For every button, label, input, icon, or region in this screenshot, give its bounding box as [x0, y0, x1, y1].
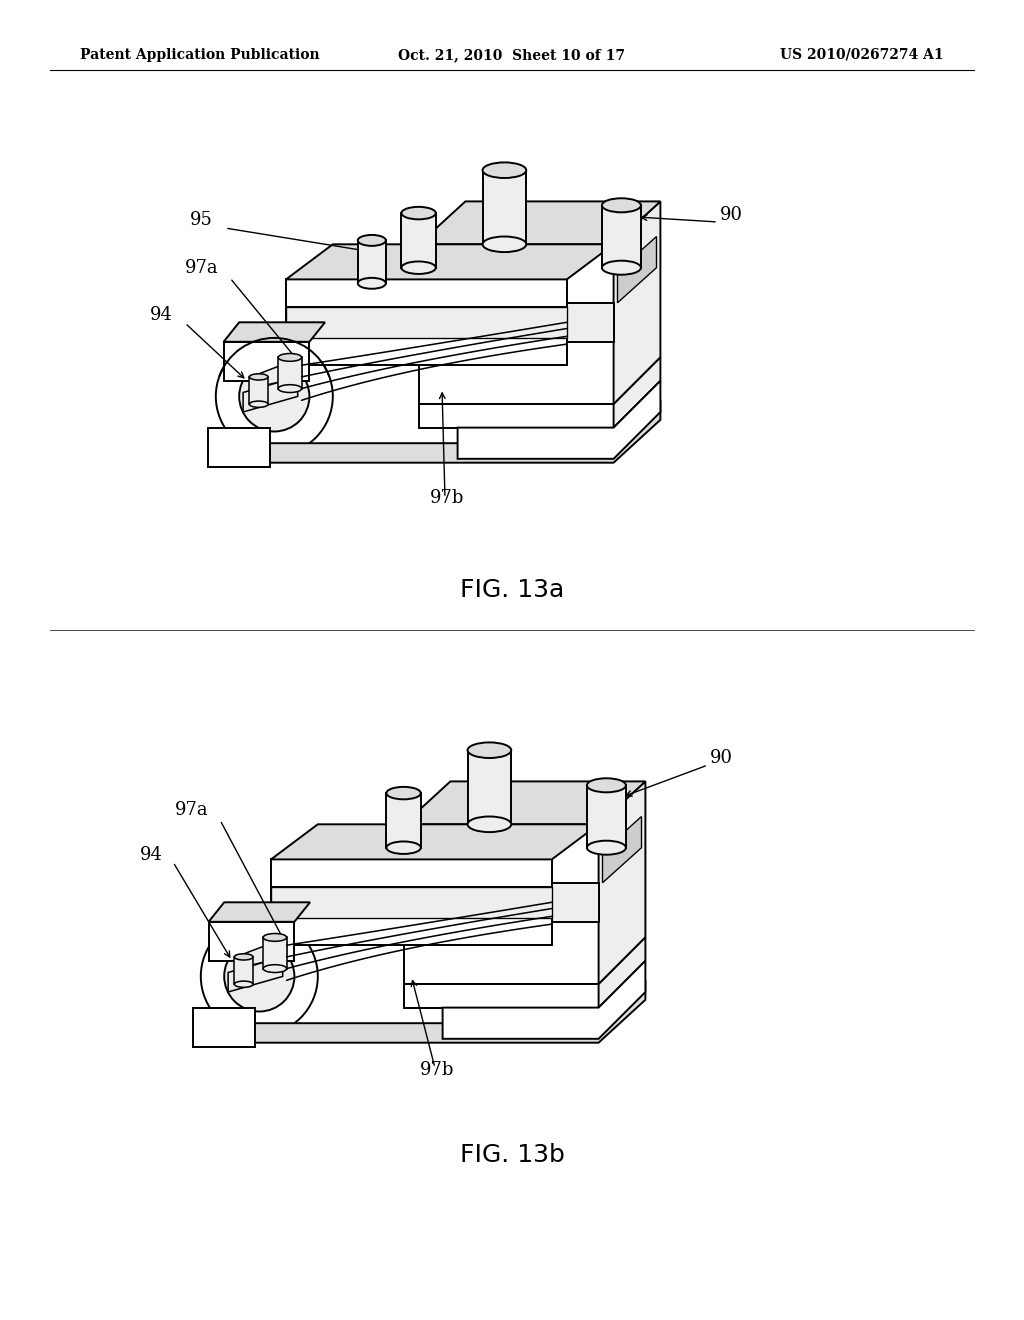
- Ellipse shape: [234, 954, 253, 960]
- Polygon shape: [613, 358, 660, 428]
- Polygon shape: [271, 887, 552, 917]
- Polygon shape: [223, 342, 309, 380]
- Polygon shape: [251, 358, 302, 388]
- Polygon shape: [286, 338, 567, 366]
- Ellipse shape: [234, 981, 253, 987]
- Polygon shape: [419, 244, 613, 404]
- Ellipse shape: [279, 384, 302, 392]
- Text: 90: 90: [710, 748, 733, 767]
- Polygon shape: [271, 859, 552, 887]
- Ellipse shape: [482, 162, 526, 178]
- Polygon shape: [286, 302, 613, 342]
- Ellipse shape: [279, 354, 302, 362]
- Polygon shape: [209, 903, 310, 921]
- Polygon shape: [249, 378, 268, 404]
- Text: Oct. 21, 2010  Sheet 10 of 17: Oct. 21, 2010 Sheet 10 of 17: [398, 48, 626, 62]
- Text: 97a: 97a: [175, 801, 209, 818]
- Polygon shape: [442, 961, 645, 1039]
- Polygon shape: [236, 937, 287, 969]
- Ellipse shape: [587, 779, 626, 792]
- Polygon shape: [243, 378, 298, 412]
- Text: US 2010/0267274 A1: US 2010/0267274 A1: [780, 48, 944, 62]
- Ellipse shape: [263, 965, 287, 973]
- Polygon shape: [223, 400, 660, 463]
- Polygon shape: [617, 236, 656, 302]
- Polygon shape: [357, 240, 386, 284]
- Polygon shape: [419, 404, 613, 428]
- Polygon shape: [286, 280, 567, 306]
- Polygon shape: [279, 358, 302, 388]
- Text: FIG. 13a: FIG. 13a: [460, 578, 564, 602]
- Text: 94: 94: [150, 306, 173, 323]
- Polygon shape: [613, 202, 660, 404]
- Polygon shape: [602, 206, 641, 268]
- Polygon shape: [263, 937, 287, 969]
- Polygon shape: [386, 793, 421, 847]
- Polygon shape: [403, 781, 645, 824]
- Polygon shape: [599, 781, 645, 985]
- Polygon shape: [271, 917, 552, 945]
- Polygon shape: [602, 817, 641, 883]
- Ellipse shape: [386, 787, 421, 800]
- Ellipse shape: [249, 401, 268, 408]
- Polygon shape: [271, 824, 599, 859]
- Ellipse shape: [602, 198, 641, 213]
- Polygon shape: [587, 785, 626, 847]
- Text: 97a: 97a: [185, 259, 219, 277]
- Polygon shape: [599, 937, 645, 1007]
- Polygon shape: [482, 170, 526, 244]
- Polygon shape: [209, 921, 295, 961]
- Polygon shape: [403, 824, 599, 985]
- Ellipse shape: [263, 933, 287, 941]
- Ellipse shape: [468, 742, 511, 758]
- Polygon shape: [468, 750, 511, 824]
- Circle shape: [201, 917, 317, 1035]
- Ellipse shape: [357, 277, 386, 289]
- Text: FIG. 13b: FIG. 13b: [460, 1143, 564, 1167]
- Ellipse shape: [386, 841, 421, 854]
- Ellipse shape: [357, 235, 386, 246]
- Ellipse shape: [587, 841, 626, 855]
- Circle shape: [240, 362, 309, 432]
- Ellipse shape: [482, 236, 526, 252]
- Ellipse shape: [401, 207, 436, 219]
- Text: Patent Application Publication: Patent Application Publication: [80, 48, 319, 62]
- Polygon shape: [228, 957, 283, 993]
- Polygon shape: [223, 322, 325, 342]
- Text: 95: 95: [190, 211, 213, 228]
- Polygon shape: [193, 1007, 255, 1047]
- Polygon shape: [458, 380, 660, 459]
- Text: 90: 90: [720, 206, 743, 224]
- Polygon shape: [209, 981, 645, 1043]
- Polygon shape: [286, 244, 613, 280]
- Ellipse shape: [401, 261, 436, 275]
- Polygon shape: [234, 957, 253, 985]
- Polygon shape: [403, 985, 599, 1007]
- Polygon shape: [271, 883, 599, 921]
- Text: 94: 94: [140, 846, 163, 865]
- Ellipse shape: [468, 817, 511, 832]
- Ellipse shape: [602, 260, 641, 275]
- Polygon shape: [208, 428, 270, 466]
- Polygon shape: [419, 202, 660, 244]
- Ellipse shape: [249, 374, 268, 380]
- Polygon shape: [401, 213, 436, 268]
- Text: 97b: 97b: [430, 488, 464, 507]
- Polygon shape: [286, 306, 567, 338]
- Circle shape: [224, 941, 295, 1011]
- Circle shape: [216, 338, 333, 455]
- Text: 97b: 97b: [420, 1061, 455, 1078]
